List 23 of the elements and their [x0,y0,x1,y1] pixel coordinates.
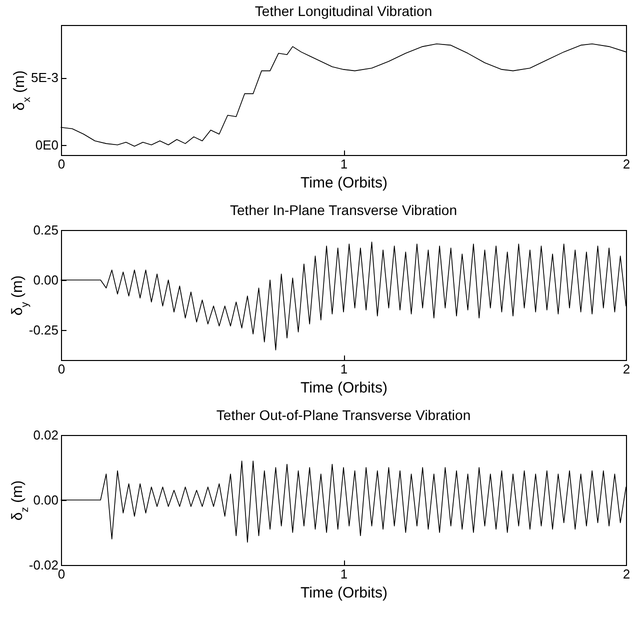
x-tick-label: 0 [58,156,66,172]
x-tick-label: 0 [58,566,66,582]
y-tick-label: 5E-3 [31,70,58,86]
x-tick-label: 2 [622,362,630,376]
y-tick-label: 0.02 [33,428,58,442]
y-tick-label: 0.00 [33,272,58,288]
x-tick-label: 1 [340,362,348,376]
y-tick-label: 0.25 [33,222,58,238]
x-tick-label: 2 [622,566,630,582]
x-tick-label: 2 [622,156,630,172]
x-axis-title: Time (Orbits) [300,174,388,192]
y-tick-label: 0.00 [33,492,58,508]
y-tick-label: -0.02 [28,558,58,572]
chart-title: Tether Out-of-Plane Transverse Vibration [216,407,471,423]
x-axis-title: Time (Orbits) [300,380,388,396]
x-tick-label: 0 [58,362,66,376]
x-tick-label: 1 [340,566,348,582]
x-tick-label: 1 [340,156,348,172]
chart-title: Tether In-Plane Transverse Vibration [230,202,457,218]
chart-title: Tether Longitudinal Vibration [254,3,432,19]
y-tick-label: -0.25 [28,322,58,338]
x-axis-title: Time (Orbits) [300,584,388,602]
y-tick-label: 0E0 [35,137,58,152]
